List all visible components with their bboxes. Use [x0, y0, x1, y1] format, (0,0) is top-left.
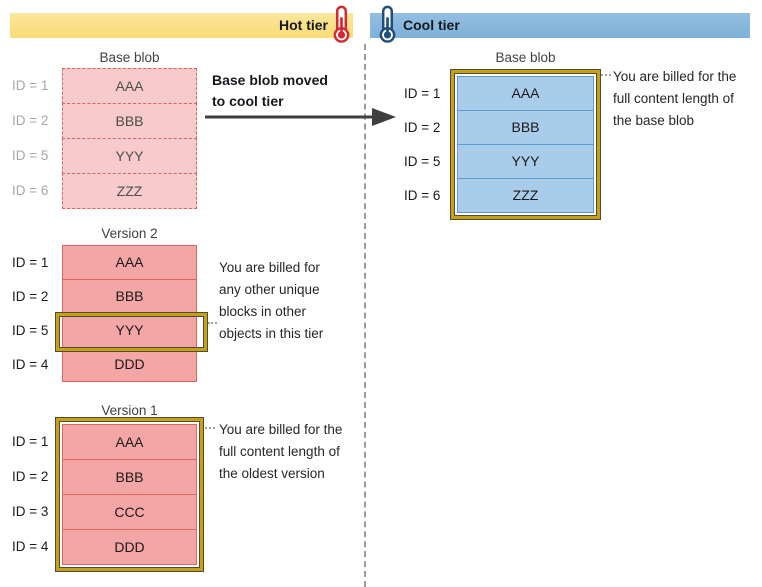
block-row: ZZZ	[62, 173, 197, 209]
id-label: ID = 4	[12, 357, 49, 372]
cool-base-blob-title: Base blob	[495, 50, 556, 65]
block-row: AAA	[62, 245, 197, 280]
version1-billed-highlight: AAA BBB CCC DDD	[56, 418, 203, 571]
id-label: ID = 3	[12, 504, 49, 519]
id-label: ID = 1	[12, 434, 49, 449]
version1-annotation: You are billed for the full content leng…	[219, 419, 369, 485]
block-row: DDD	[62, 347, 197, 382]
id-label: ID = 5	[12, 323, 49, 338]
cool-base-blob-table: AAA BBB YYY ZZZ	[457, 76, 594, 213]
block-row: AAA	[62, 424, 197, 460]
dotted-connector	[208, 322, 217, 324]
version2-annotation: You are billed for any other unique bloc…	[219, 257, 359, 345]
block-row: YYY	[457, 144, 594, 179]
block-row: CCC	[62, 494, 197, 530]
hot-thermometer-icon	[333, 5, 350, 43]
cool-tier-bar	[370, 13, 750, 38]
id-label: ID = 6	[404, 188, 441, 203]
id-label: ID = 2	[12, 113, 49, 128]
version2-title: Version 2	[101, 226, 158, 241]
block-row: YYY	[62, 138, 197, 174]
move-note-line: to cool tier	[212, 93, 284, 109]
annotation-line: You are billed for the	[219, 422, 343, 437]
dotted-connector	[601, 74, 611, 76]
cool-thermometer-icon	[379, 5, 396, 43]
annotation-line: blocks in other	[219, 304, 307, 319]
block-row: BBB	[62, 459, 197, 495]
block-row: BBB	[457, 110, 594, 145]
block-row: ZZZ	[457, 178, 594, 213]
annotation-line: You are billed for	[219, 260, 320, 275]
id-label: ID = 2	[12, 289, 49, 304]
move-note-line: Base blob moved	[212, 72, 328, 88]
cool-base-blob-highlight: AAA BBB YYY ZZZ	[451, 70, 600, 219]
block-row: AAA	[457, 76, 594, 111]
version2-unique-block-highlight	[56, 313, 207, 351]
cool-base-blob-id-labels: ID = 1 ID = 2 ID = 5 ID = 6	[404, 76, 440, 213]
id-label: ID = 4	[12, 539, 49, 554]
annotation-line: the oldest version	[219, 466, 325, 481]
move-note: Base blob moved to cool tier	[212, 70, 357, 112]
annotation-line: full content length of	[219, 444, 340, 459]
block-row: DDD	[62, 529, 197, 565]
cool-tier-label: Cool tier	[403, 17, 460, 33]
id-label: ID = 1	[404, 86, 441, 101]
hot-base-blob-id-labels: ID = 1 ID = 2 ID = 5 ID = 6	[12, 68, 48, 209]
block-row: BBB	[62, 279, 197, 314]
id-label: ID = 2	[404, 120, 441, 135]
version1-table: AAA BBB CCC DDD	[62, 424, 197, 565]
hot-tier-bar	[10, 13, 353, 38]
id-label: ID = 5	[404, 154, 441, 169]
hot-base-blob-title: Base blob	[99, 50, 160, 65]
tier-divider-line	[364, 44, 366, 587]
id-label: ID = 2	[12, 469, 49, 484]
move-arrow	[205, 108, 396, 126]
annotation-line: any other unique	[219, 282, 320, 297]
cool-base-blob-annotation: You are billed for the full content leng…	[613, 66, 761, 132]
block-row: BBB	[62, 103, 197, 139]
hot-tier-label: Hot tier	[279, 17, 328, 33]
dotted-connector	[205, 427, 215, 429]
version1-id-labels: ID = 1 ID = 2 ID = 3 ID = 4	[12, 424, 48, 565]
id-label: ID = 6	[12, 183, 49, 198]
annotation-line: full content length of	[613, 91, 734, 106]
id-label: ID = 5	[12, 148, 49, 163]
hot-base-blob-table: AAA BBB YYY ZZZ	[62, 68, 197, 209]
annotation-line: You are billed for the	[613, 69, 737, 84]
version2-table: AAA BBB YYY DDD	[62, 245, 197, 382]
id-label: ID = 1	[12, 255, 49, 270]
id-label: ID = 1	[12, 78, 49, 93]
version2-id-labels: ID = 1 ID = 2 ID = 5 ID = 4	[12, 245, 48, 382]
annotation-line: the base blob	[613, 113, 695, 128]
version1-title: Version 1	[101, 403, 158, 418]
annotation-line: objects in this tier	[219, 326, 324, 341]
block-row: AAA	[62, 68, 197, 104]
